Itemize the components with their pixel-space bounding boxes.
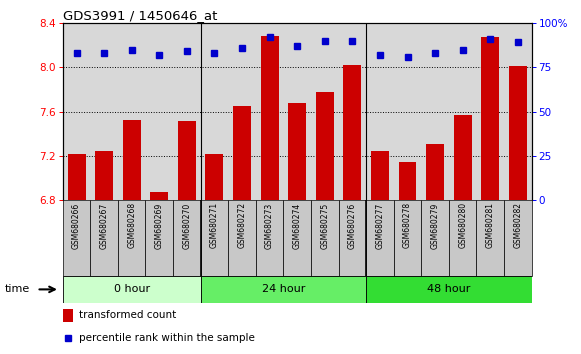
FancyBboxPatch shape — [339, 200, 366, 276]
Bar — [316, 92, 333, 200]
Text: GSM680278: GSM680278 — [403, 202, 412, 249]
Bar — [371, 152, 389, 200]
Text: GDS3991 / 1450646_at: GDS3991 / 1450646_at — [63, 9, 217, 22]
Text: GSM680269: GSM680269 — [155, 202, 164, 249]
FancyBboxPatch shape — [476, 200, 504, 276]
Text: time: time — [5, 284, 30, 295]
FancyBboxPatch shape — [63, 200, 90, 276]
Text: percentile rank within the sample: percentile rank within the sample — [79, 332, 255, 343]
FancyBboxPatch shape — [90, 200, 118, 276]
FancyBboxPatch shape — [228, 200, 256, 276]
Bar — [150, 192, 168, 200]
Text: GSM680271: GSM680271 — [210, 202, 219, 249]
Bar — [95, 152, 113, 200]
Text: 0 hour: 0 hour — [114, 284, 150, 295]
Text: 24 hour: 24 hour — [261, 284, 305, 295]
Text: transformed count: transformed count — [79, 310, 177, 320]
Text: GSM680277: GSM680277 — [375, 202, 385, 249]
Bar — [343, 65, 361, 200]
Text: GSM680272: GSM680272 — [238, 202, 246, 249]
FancyBboxPatch shape — [394, 200, 421, 276]
Bar — [454, 115, 472, 200]
Text: GSM680270: GSM680270 — [182, 202, 191, 249]
FancyBboxPatch shape — [173, 200, 200, 276]
Bar — [206, 154, 224, 200]
FancyBboxPatch shape — [311, 200, 339, 276]
FancyBboxPatch shape — [200, 200, 228, 276]
FancyBboxPatch shape — [504, 200, 532, 276]
Bar — [426, 144, 444, 200]
Bar — [67, 154, 85, 200]
FancyBboxPatch shape — [256, 200, 284, 276]
FancyBboxPatch shape — [200, 276, 366, 303]
Bar — [233, 106, 251, 200]
Bar — [123, 120, 141, 200]
Text: GSM680279: GSM680279 — [431, 202, 440, 249]
Text: 48 hour: 48 hour — [427, 284, 471, 295]
Bar — [178, 121, 196, 200]
Text: GSM680273: GSM680273 — [265, 202, 274, 249]
Text: GSM680281: GSM680281 — [486, 202, 495, 248]
Text: GSM680276: GSM680276 — [348, 202, 357, 249]
Text: GSM680280: GSM680280 — [458, 202, 467, 249]
Text: GSM680266: GSM680266 — [72, 202, 81, 249]
Bar — [288, 103, 306, 200]
FancyBboxPatch shape — [63, 276, 200, 303]
Text: GSM680275: GSM680275 — [320, 202, 329, 249]
Text: GSM680267: GSM680267 — [99, 202, 109, 249]
Text: GSM680268: GSM680268 — [127, 202, 136, 249]
Text: GSM680282: GSM680282 — [514, 202, 522, 248]
FancyBboxPatch shape — [449, 200, 476, 276]
FancyBboxPatch shape — [366, 276, 532, 303]
FancyBboxPatch shape — [366, 200, 394, 276]
Bar — [509, 66, 527, 200]
Bar — [481, 38, 499, 200]
Bar — [63, 309, 73, 322]
FancyBboxPatch shape — [421, 200, 449, 276]
FancyBboxPatch shape — [284, 200, 311, 276]
Text: GSM680274: GSM680274 — [293, 202, 302, 249]
FancyBboxPatch shape — [145, 200, 173, 276]
FancyBboxPatch shape — [118, 200, 145, 276]
Bar — [399, 162, 417, 200]
Bar — [261, 36, 278, 200]
